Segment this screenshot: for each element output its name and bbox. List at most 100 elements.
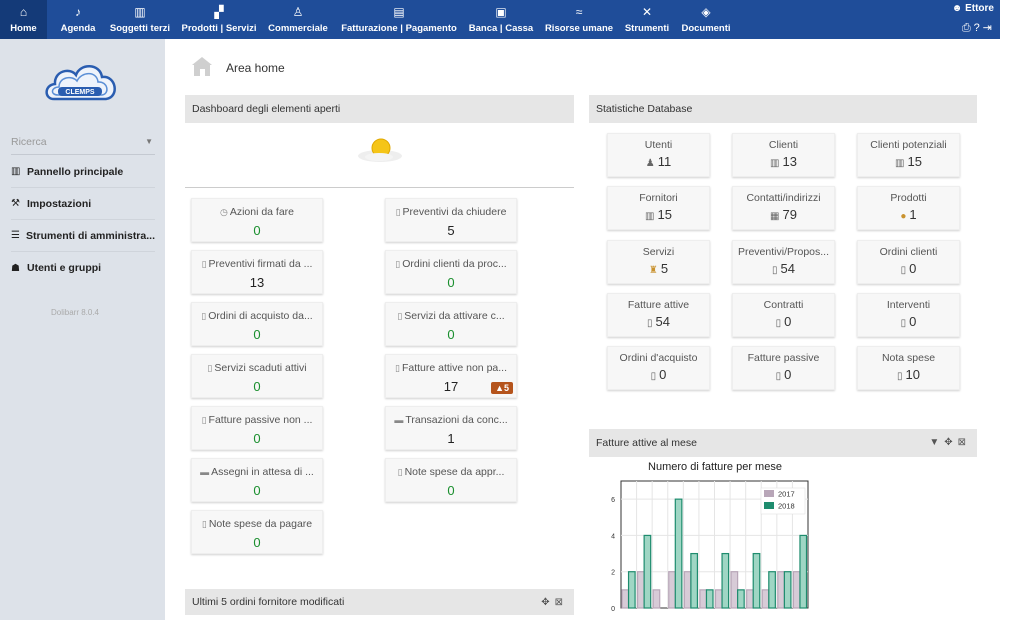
stat-contatti[interactable]: Contatti/indirizzi ▦ 79 <box>732 186 835 230</box>
stat-fatture-attive[interactable]: Fatture attive ▯ 54 <box>607 293 710 337</box>
box-fatture-attive[interactable]: ▯ Fatture attive non pa... 17 ▲5 <box>385 354 517 398</box>
help-icon[interactable]: ? <box>973 22 983 34</box>
nav-risorse-umane[interactable]: ≈ Risorse umane <box>544 5 614 35</box>
sidebar-item-utenti[interactable]: ☗ Utenti e gruppi <box>11 262 102 274</box>
suitcase-icon: ♙ <box>292 5 304 19</box>
stat-interventi[interactable]: Interventi ▯ 0 <box>857 293 960 337</box>
folder-icon: ◈ <box>701 5 711 19</box>
stat-preventivi[interactable]: Preventivi/Propos... ▯ 54 <box>732 240 835 284</box>
stat-ordini-acquisto[interactable]: Ordini d'acquisto ▯ 0 <box>607 346 710 390</box>
box-value: 13 <box>249 275 265 290</box>
box-fatture-passive[interactable]: ▯ Fatture passive non ... 0 <box>191 406 323 450</box>
box-servizi-scaduti[interactable]: ▯ Servizi scaduti attivi 0 <box>191 354 323 398</box>
building-icon: ▥ <box>134 5 146 19</box>
user-icon: ♟ <box>645 158 655 169</box>
company-logo[interactable]: CLEMPS <box>42 57 120 107</box>
nav-soggetti-terzi[interactable]: ▥ Soggetti terzi <box>109 5 171 35</box>
move-icon[interactable]: ✥ <box>944 437 958 448</box>
bank-icon: ▣ <box>495 5 507 19</box>
nav-strumenti[interactable]: ✕ Strumenti <box>624 5 670 35</box>
user-menu[interactable]: ☻ Ettore <box>951 3 994 14</box>
stat-clienti[interactable]: Clienti ▥ 13 <box>732 133 835 177</box>
contract-icon: ▯ <box>775 318 782 329</box>
nav-commerciale[interactable]: ♙ Commerciale <box>268 5 328 35</box>
chart-title: Numero di fatture per mese <box>648 461 782 473</box>
document-icon: ▯ <box>772 265 778 276</box>
box-value: 0 <box>447 483 455 498</box>
stat-fatture-passive[interactable]: Fatture passive ▯ 0 <box>732 346 835 390</box>
users-icon: ☗ <box>11 262 20 274</box>
header-tools: ⎙?⇥ <box>962 21 995 35</box>
bar-2018-11 <box>783 571 792 609</box>
legend-label-2018: 2018 <box>778 502 795 511</box>
filter-icon[interactable]: ▼ <box>929 437 945 448</box>
box-ordini-acquisto[interactable]: ▯ Ordini di acquisto da... 0 <box>191 302 323 346</box>
bar-2018-8 <box>737 589 745 609</box>
box-preventivi-da-chiudere[interactable]: ▯ Preventivi da chiudere 5 <box>385 198 517 242</box>
box-value: 0 <box>447 327 455 342</box>
stat-prodotti[interactable]: Prodotti ● 1 <box>857 186 960 230</box>
box-ordini-clienti[interactable]: ▯ Ordini clienti da proc... 0 <box>385 250 517 294</box>
bar-2017-12 <box>792 571 801 609</box>
logout-icon[interactable]: ⇥ <box>982 22 995 34</box>
y-tick-label: 2 <box>611 570 615 577</box>
nav-prodotti-servizi[interactable]: ▞ Prodotti | Servizi <box>181 5 257 35</box>
cubes-icon: ▞ <box>214 5 224 19</box>
bar-2018-4 <box>674 498 683 609</box>
nav-home[interactable]: ⌂ Home <box>0 0 47 39</box>
box-value: 0 <box>253 431 261 446</box>
weather-sun-icon <box>355 134 405 166</box>
close-icon[interactable]: ⊠ <box>554 597 568 608</box>
print-icon[interactable]: ⎙ <box>961 22 974 34</box>
box-value: 0 <box>253 535 261 550</box>
stat-utenti[interactable]: Utenti ♟ 11 <box>607 133 710 177</box>
invoice-icon: ▯ <box>775 371 782 382</box>
legend-swatch-2017 <box>764 490 774 497</box>
search-dropdown[interactable]: Ricerca ▼ <box>11 136 155 155</box>
stats-panel-header: Statistiche Database <box>589 95 977 123</box>
expense-icon: ▯ <box>397 467 403 477</box>
list-icon: ☰ <box>11 230 20 241</box>
sidebar-item-impostazioni[interactable]: ⚒ Impostazioni <box>11 188 155 220</box>
stat-contratti[interactable]: Contratti ▯ 0 <box>732 293 835 337</box>
sidebar-item-pannello[interactable]: ▥ Pannello principale <box>11 156 155 188</box>
supplier-orders-panel-header: Ultimi 5 ordini fornitore modificati ✥⊠ <box>185 589 574 615</box>
nav-fatturazione[interactable]: ▤ Fatturazione | Pagamento <box>341 5 457 35</box>
nav-agenda[interactable]: ♪ Agenda <box>60 5 96 35</box>
y-tick-label: 0 <box>611 606 615 613</box>
nav-banca-cassa[interactable]: ▣ Banca | Cassa <box>468 5 534 35</box>
box-assegni[interactable]: ▬ Assegni in attesa di ... 0 <box>191 458 323 502</box>
box-value: 1 <box>447 431 455 446</box>
box-value: 0 <box>253 483 261 498</box>
box-transazioni[interactable]: ▬ Transazioni da conc... 1 <box>385 406 517 450</box>
warning-badge[interactable]: ▲5 <box>491 382 513 394</box>
invoices-panel-header: Fatture attive al mese ▼✥⊠ <box>589 429 977 457</box>
document-icon: ▯ <box>395 259 401 269</box>
document-icon: ▯ <box>397 311 403 321</box>
box-preventivi-firmati[interactable]: ▯ Preventivi firmati da ... 13 <box>191 250 323 294</box>
stat-nota-spese[interactable]: Nota spese ▯ 10 <box>857 346 960 390</box>
box-note-spese-approvare[interactable]: ▯ Note spese da appr... 0 <box>385 458 517 502</box>
stat-ordini-clienti[interactable]: Ordini clienti ▯ 0 <box>857 240 960 284</box>
stat-clienti-potenziali[interactable]: Clienti potenziali ▥ 15 <box>857 133 960 177</box>
expense-icon: ▯ <box>897 371 903 382</box>
cheque-icon: ▬ <box>200 467 210 477</box>
box-note-spese-pagare[interactable]: ▯ Note spese da pagare 0 <box>191 510 323 554</box>
box-azioni-da-fare[interactable]: ◷ Azioni da fare 0 <box>191 198 323 242</box>
bar-2018-9 <box>752 552 761 609</box>
box-servizi-da-attivare[interactable]: ▯ Servizi da attivare c... 0 <box>385 302 517 346</box>
chevron-down-icon: ▼ <box>145 137 153 146</box>
chart-icon: ▥ <box>11 166 21 177</box>
bank-icon: ▬ <box>394 415 404 425</box>
legend-label-2017: 2017 <box>778 490 795 499</box>
close-icon[interactable]: ⊠ <box>957 437 971 448</box>
invoices-chart: 0 2 4 6 2017 2018 <box>611 480 809 613</box>
sidebar-item-strumenti[interactable]: ☰ Strumenti di amministra... <box>11 220 155 252</box>
nav-documenti[interactable]: ◈ Documenti <box>681 5 731 35</box>
move-icon[interactable]: ✥ <box>541 597 555 608</box>
box-value: 0 <box>253 223 261 238</box>
stat-servizi[interactable]: Servizi ♜ 5 <box>607 240 710 284</box>
box-value: 0 <box>253 327 261 342</box>
y-tick-label: 4 <box>611 533 615 540</box>
stat-fornitori[interactable]: Fornitori ▥ 15 <box>607 186 710 230</box>
